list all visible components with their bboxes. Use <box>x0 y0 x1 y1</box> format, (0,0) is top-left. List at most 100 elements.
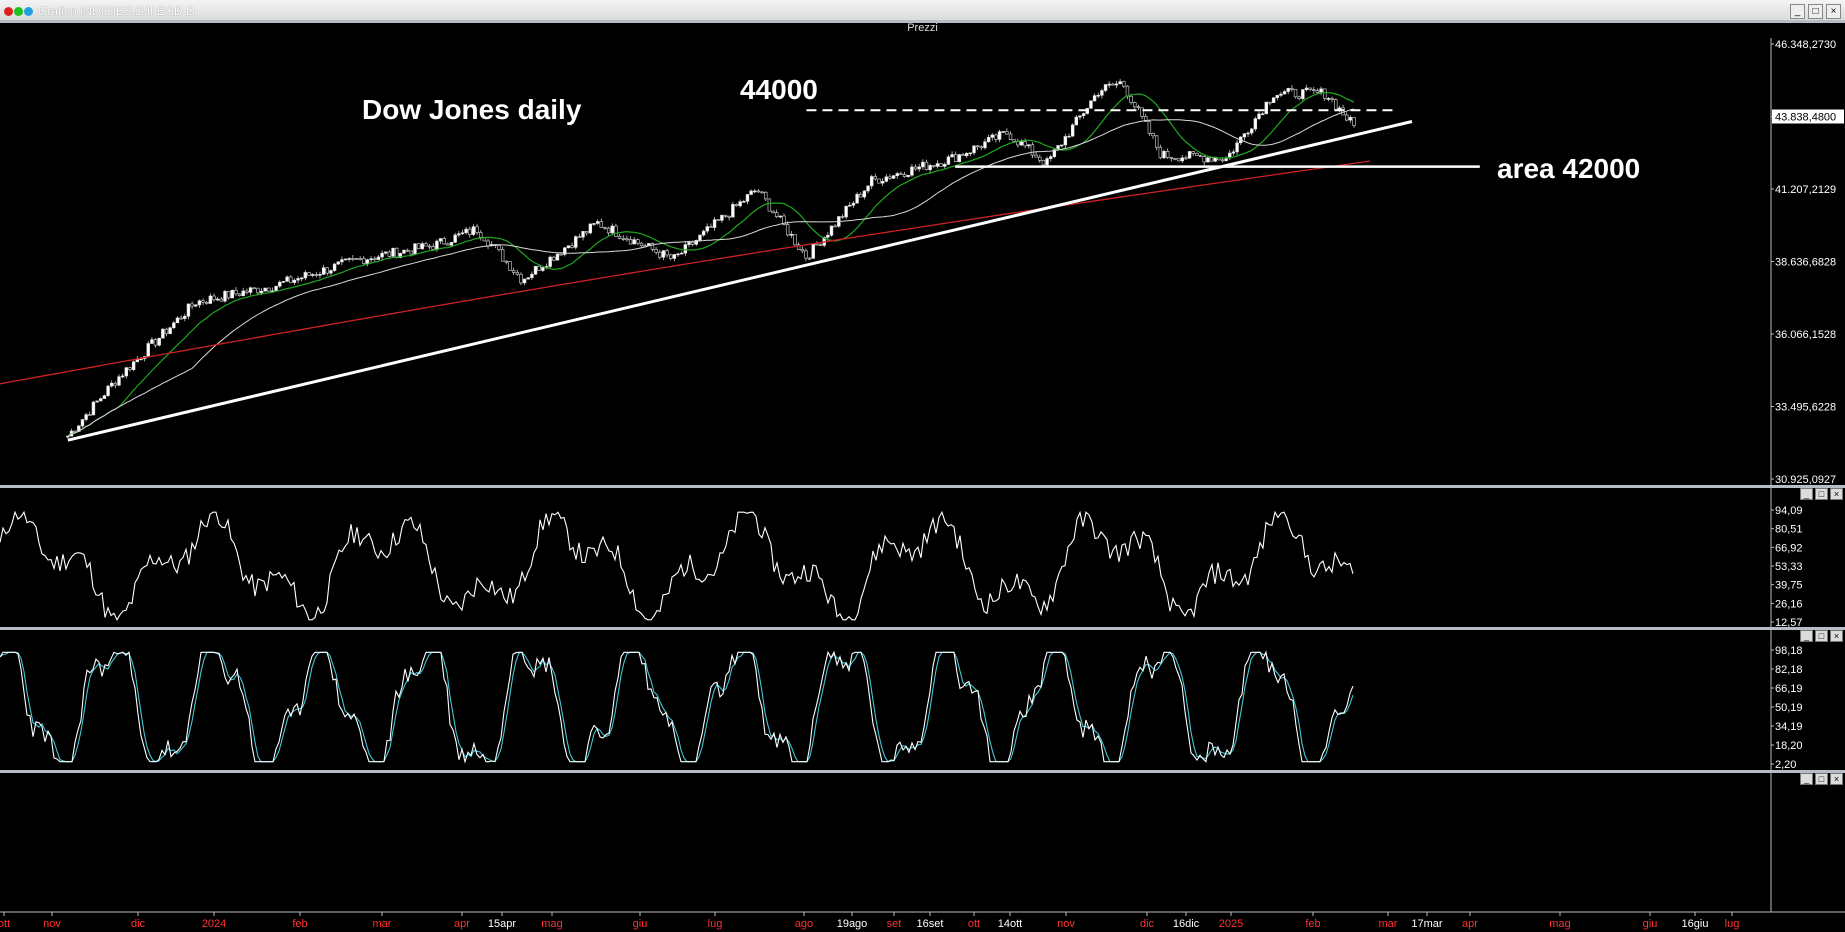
candle-body <box>131 361 136 370</box>
minimize-button[interactable]: _ <box>1790 4 1805 19</box>
candle-body <box>1195 153 1199 156</box>
empty-minimize-button[interactable]: _ <box>1800 773 1813 785</box>
empty-close-button[interactable]: × <box>1830 773 1843 785</box>
x-axis-label: feb <box>292 918 307 930</box>
candle-body <box>709 226 713 228</box>
candle-body <box>237 293 242 296</box>
candle-body <box>110 382 114 387</box>
candle-body <box>252 287 256 290</box>
candle-body <box>833 225 837 228</box>
candle-body <box>190 303 194 307</box>
candle-body <box>475 226 479 233</box>
red-dot-icon[interactable] <box>4 7 13 16</box>
candle-body <box>1027 144 1031 147</box>
blue-dot-icon[interactable] <box>24 7 33 16</box>
candle-body <box>606 227 611 234</box>
candle-body <box>1001 131 1005 133</box>
candle-body <box>957 154 962 163</box>
candle-body <box>698 234 702 241</box>
candle-body <box>332 263 337 271</box>
candle-body <box>924 161 929 170</box>
x-axis-label: apr <box>454 918 470 930</box>
candle-body <box>1180 157 1184 162</box>
candle-body <box>153 339 158 346</box>
candle-body <box>785 224 790 236</box>
candle-body <box>1169 156 1174 159</box>
candle-body <box>705 226 709 232</box>
candle-body <box>866 185 870 192</box>
candle-body <box>1334 99 1338 110</box>
rsi-y-tick-label: 39,75 <box>1775 580 1803 592</box>
candle-body <box>654 248 658 253</box>
candle-body <box>826 235 830 238</box>
candle-body <box>479 232 483 238</box>
x-axis-label: mag <box>541 918 562 930</box>
candle-body <box>840 216 845 218</box>
candle-body <box>460 232 465 235</box>
support-trendline <box>67 120 1413 442</box>
candle-body <box>818 244 823 246</box>
candle-body <box>811 243 815 259</box>
candle-body <box>1315 90 1320 93</box>
candle-body <box>427 245 432 248</box>
maximize-button[interactable]: □ <box>1808 4 1823 19</box>
candle-body <box>533 265 538 275</box>
candle-body <box>416 243 421 250</box>
candle-body <box>1279 93 1283 96</box>
candle-body <box>95 400 99 403</box>
candle-body <box>566 245 571 249</box>
candle-body <box>559 253 563 256</box>
x-axis-label: feb <box>1305 918 1320 930</box>
candle-body <box>932 165 936 167</box>
candle-body <box>1008 133 1013 141</box>
stoch-close-button[interactable]: × <box>1830 630 1843 642</box>
candle-body <box>661 250 666 258</box>
candle-body <box>292 279 297 283</box>
rsi-maximize-button[interactable]: □ <box>1815 488 1828 500</box>
candle-body <box>782 215 786 225</box>
rsi-close-button[interactable]: × <box>1830 488 1843 500</box>
candle-body <box>340 259 344 263</box>
stoch-maximize-button[interactable]: □ <box>1815 630 1828 642</box>
candle-body <box>1125 85 1130 97</box>
candle-body <box>1213 157 1217 162</box>
candle-body <box>1140 107 1144 117</box>
stoch-k-line <box>0 650 1354 764</box>
candle-body <box>1158 146 1163 159</box>
candle-body <box>1344 114 1349 121</box>
candle-body <box>1165 151 1170 158</box>
candle-body <box>500 249 505 262</box>
candle-body <box>1297 96 1301 99</box>
candle-body <box>318 274 322 276</box>
candle-body <box>321 267 326 275</box>
candle-body <box>1282 91 1287 95</box>
candle-body <box>1070 124 1075 137</box>
candle-body <box>351 258 355 260</box>
candle-body <box>873 176 878 180</box>
x-axis-label: mar <box>373 918 392 930</box>
candle-body <box>628 239 633 245</box>
ma-fast-line <box>67 91 1355 437</box>
candle-body <box>314 274 319 276</box>
x-axis-label: 19ago <box>837 918 868 930</box>
window-titlebar: Grafico INDICIES.DJI EOD D _ □ × <box>0 0 1845 23</box>
candle-body <box>541 267 545 271</box>
rsi-minimize-button[interactable]: _ <box>1800 488 1813 500</box>
close-button[interactable]: × <box>1826 4 1841 19</box>
candle-body <box>1184 157 1188 160</box>
candle-body <box>435 240 439 250</box>
candle-body <box>774 212 779 217</box>
empty-maximize-button[interactable]: □ <box>1815 773 1828 785</box>
green-dot-icon[interactable] <box>14 7 23 16</box>
candle-body <box>1326 98 1331 100</box>
stoch-minimize-button[interactable]: _ <box>1800 630 1813 642</box>
candle-body <box>88 414 92 416</box>
candle-body <box>219 298 224 302</box>
window-title: Grafico INDICIES.DJI EOD D <box>38 4 195 18</box>
candle-body <box>1023 141 1027 147</box>
candle-body <box>1118 81 1122 85</box>
candle-body <box>362 258 366 264</box>
candle-body <box>577 236 582 238</box>
price-y-tick-label: 30.925,0927 <box>1775 474 1836 486</box>
